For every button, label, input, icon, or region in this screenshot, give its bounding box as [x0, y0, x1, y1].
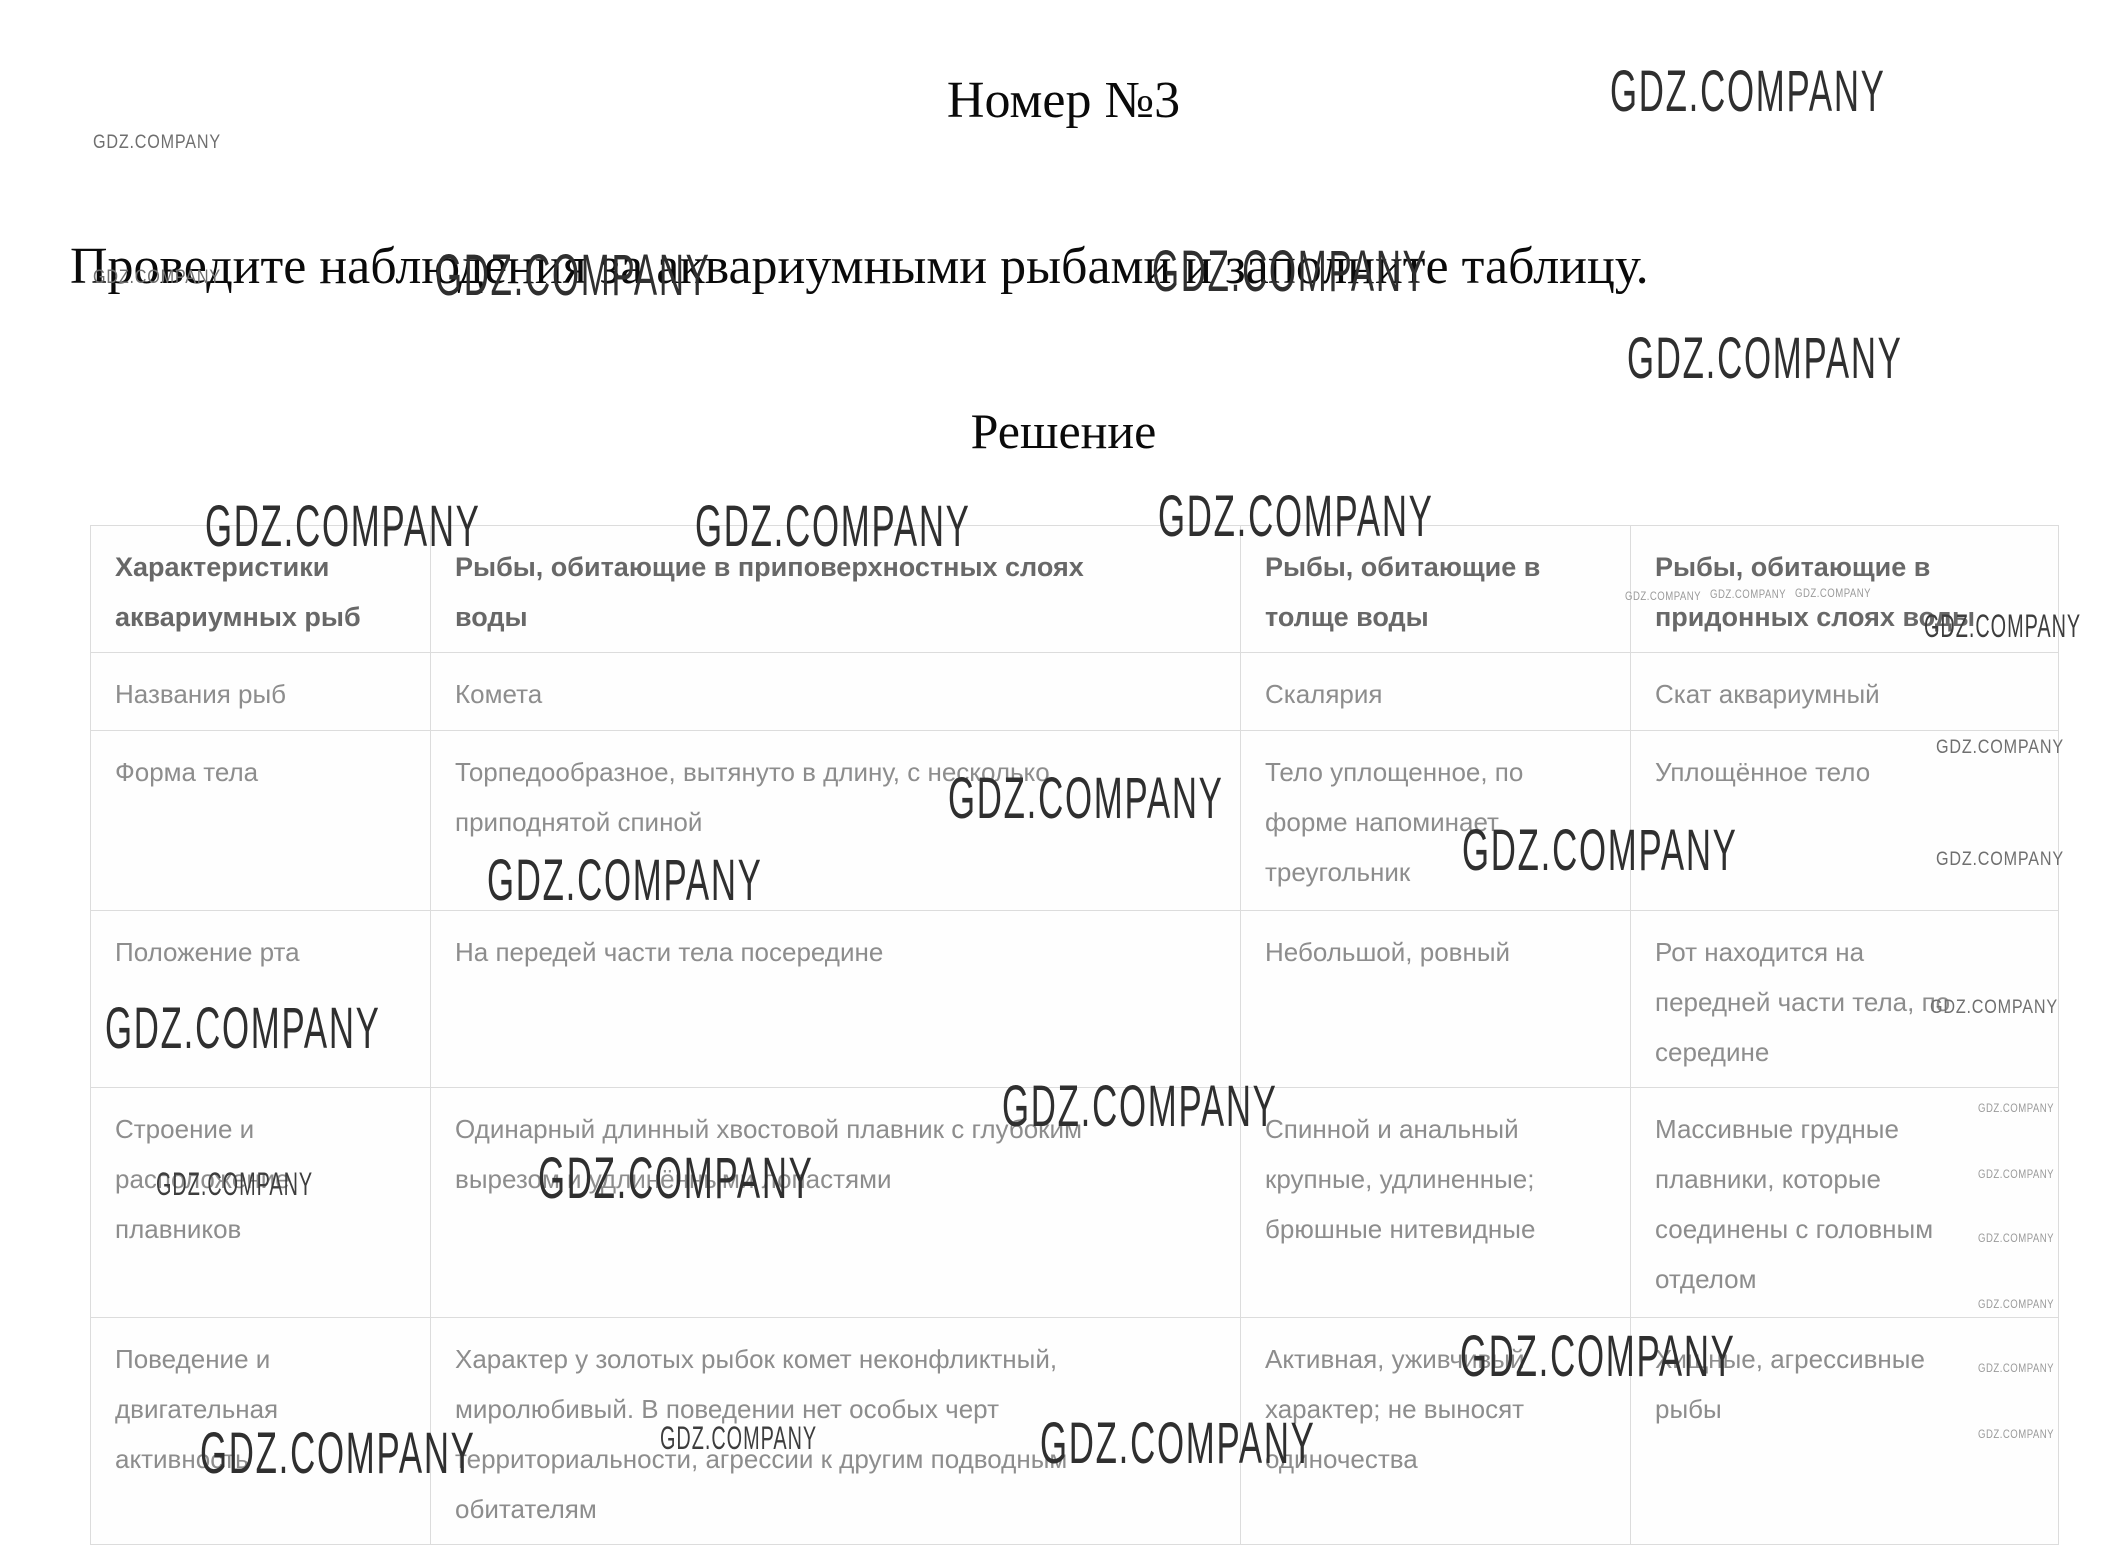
table-cell: Активная, уживчивый характер; не выносят…: [1240, 1317, 1631, 1545]
table-cell: Рот находится на передней части тела, по…: [1630, 910, 2059, 1088]
table-body: Характеристики аквариумных рыб Рыбы, обит…: [90, 525, 2059, 1545]
table-row: Поведение и двигательная активность Харак…: [90, 1317, 2059, 1545]
table-header-cell: Рыбы, обитающие в толще воды: [1240, 525, 1631, 653]
table-cell: Положение рта: [90, 910, 431, 1088]
table-header-row: Характеристики аквариумных рыб Рыбы, обит…: [90, 525, 2059, 653]
page-title: Номер №3: [946, 71, 1181, 129]
solution-table: Характеристики аквариумных рыб Рыбы, обит…: [90, 525, 2059, 1545]
table-header-cell: Рыбы, обитающие в приповерхностных слоях…: [430, 525, 1241, 653]
table-row: Строение и расположение плавников Одинарн…: [90, 1087, 2059, 1318]
table-cell: Уплощённое тело: [1630, 730, 2059, 911]
table-header-cell: Характеристики аквариумных рыб: [90, 525, 431, 653]
table-cell: Скалярия: [1240, 652, 1631, 731]
task-text: Проведите наблюдения за аквариумными рыб…: [70, 238, 1649, 295]
table-cell: Торпедообразное, вытянуто в длину, с нес…: [430, 730, 1241, 911]
table-cell: Небольшой, ровный: [1240, 910, 1631, 1088]
table-cell: Комета: [430, 652, 1241, 731]
table-cell: Характер у золотых рыбок комет неконфлик…: [430, 1317, 1241, 1545]
table-cell: Тело уплощенное, по форме напоминает тре…: [1240, 730, 1631, 911]
table-cell: На передей части тела посередине: [430, 910, 1241, 1088]
table-cell: Спинной и анальный крупные, удлиненные; …: [1240, 1087, 1631, 1318]
table-cell: Форма тела: [90, 730, 431, 911]
table-row: Названия рыб Комета Скалярия Скат аквариумн…: [90, 652, 2059, 731]
table-cell: Скат аквариумный: [1630, 652, 2059, 731]
table-cell: Названия рыб: [90, 652, 431, 731]
watermark-gdz-company: GDZ.COMPANY: [93, 132, 221, 153]
table-cell: Строение и расположение плавников: [90, 1087, 431, 1318]
solution-heading: Решение: [970, 402, 1157, 459]
table-cell: Одинарный длинный хвостовой плавник с гл…: [430, 1087, 1241, 1318]
table-cell: Массивные грудные плавники, которые соед…: [1630, 1087, 2059, 1318]
table-row: Положение рта На передей части тела посер…: [90, 910, 2059, 1088]
watermark-gdz-company: GDZ.COMPANY: [1627, 326, 1903, 391]
table-row: Форма тела Торпедообразное, вытянуто в дл…: [90, 730, 2059, 911]
table-header-cell: Рыбы, обитающие в придонных слоях воды: [1630, 525, 2059, 653]
table-cell: Поведение и двигательная активность: [90, 1317, 431, 1545]
table-cell: Хищные, агрессивные рыбы: [1630, 1317, 2059, 1545]
